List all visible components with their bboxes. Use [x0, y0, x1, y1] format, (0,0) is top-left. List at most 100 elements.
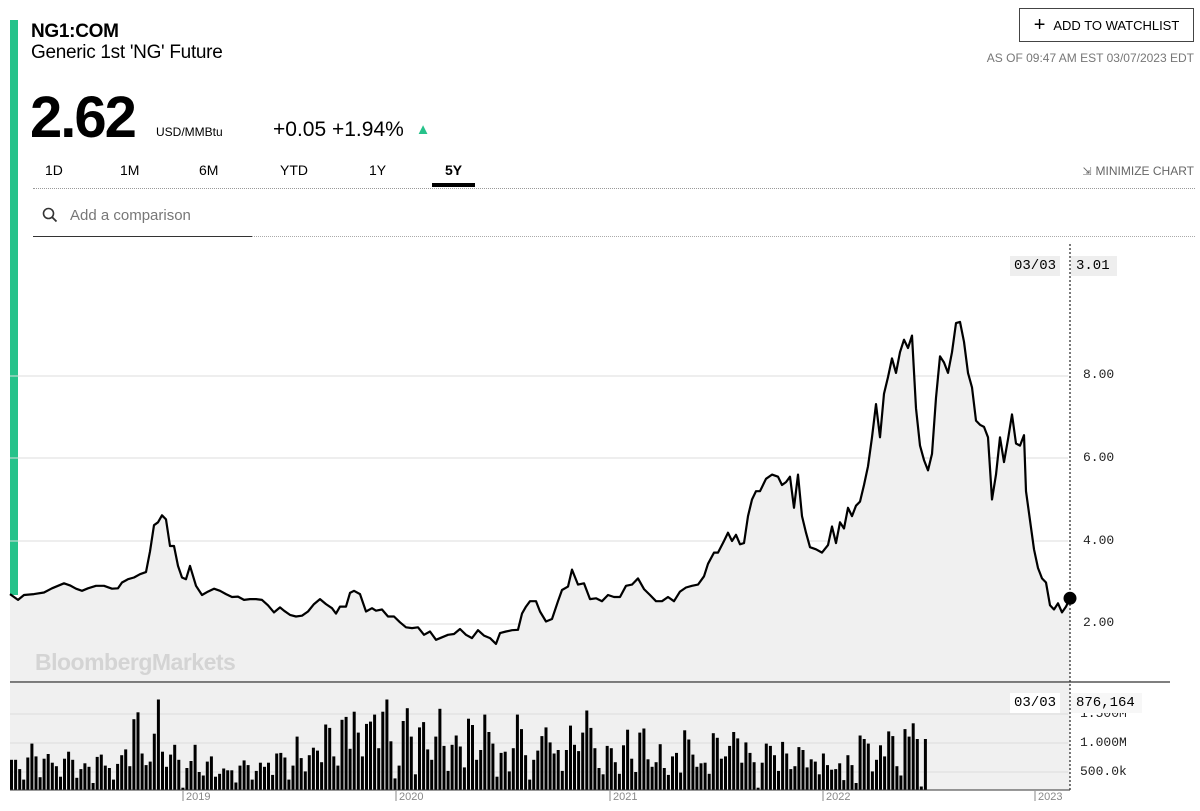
volume-bar — [903, 729, 907, 790]
volume-bar — [258, 762, 262, 790]
minimize-chart-button[interactable]: ⇲ MINIMIZE CHART — [1082, 164, 1194, 178]
volume-bar — [687, 739, 691, 790]
volume-bar — [515, 714, 519, 790]
volume-bar — [324, 724, 328, 790]
volume-bar — [834, 769, 838, 790]
volume-bar — [479, 750, 483, 790]
volume-bar — [209, 756, 213, 790]
volume-bar — [165, 766, 168, 790]
volume-bar — [556, 750, 560, 790]
plus-icon: + — [1033, 14, 1046, 36]
y-tick-8: 8.00 — [1083, 367, 1115, 382]
volume-bar — [360, 756, 364, 790]
volume-bar — [283, 757, 287, 790]
tab-ytd[interactable]: YTD — [280, 162, 308, 178]
volume-bar — [434, 736, 438, 790]
volume-bar — [785, 753, 789, 790]
volume-bar — [71, 759, 75, 790]
volume-bar — [662, 768, 666, 790]
volume-bar — [923, 739, 927, 790]
volume-bar — [703, 762, 707, 790]
volume-bar — [173, 744, 177, 790]
volume-bar — [658, 744, 662, 790]
crosshair-date-badge: 03/03 — [1010, 256, 1061, 276]
tab-1d[interactable]: 1D — [45, 162, 63, 178]
volume-bar — [507, 771, 511, 790]
volume-bar — [887, 731, 891, 790]
volume-bar — [532, 759, 536, 790]
volume-bar — [736, 738, 740, 790]
volume-bar — [695, 766, 699, 790]
volume-bar — [573, 744, 576, 790]
volume-bar — [316, 750, 319, 790]
volume-bar — [401, 721, 405, 790]
volume-bar — [846, 755, 850, 790]
volume-bar — [242, 760, 246, 790]
volume-bar — [617, 773, 621, 790]
volume-bar — [564, 750, 568, 790]
volume-bar — [838, 763, 842, 790]
volume-bar — [536, 750, 540, 790]
volume-bar — [193, 744, 197, 790]
volume-bar — [275, 753, 279, 790]
x-tick-2021: 2021 — [613, 791, 638, 803]
volume-bar — [177, 759, 181, 790]
add-to-watchlist-button[interactable]: + ADD TO WATCHLIST — [1019, 8, 1194, 42]
volume-bar — [205, 761, 209, 790]
crosshair-volume-badge: 876,164 — [1071, 693, 1142, 713]
volume-bar — [91, 783, 95, 790]
crosshair-volume-date-badge: 03/03 — [1010, 693, 1061, 713]
volume-bar — [817, 774, 821, 790]
volume-bar — [34, 756, 38, 790]
volume-bar — [426, 749, 430, 790]
volume-bar — [418, 727, 421, 790]
x-tick-marks — [182, 791, 1036, 801]
volume-bar — [14, 759, 18, 790]
crosshair-point — [1063, 591, 1077, 605]
volume-bar — [238, 765, 242, 790]
comparison-input[interactable] — [70, 206, 240, 224]
accent-bar — [10, 20, 18, 595]
tab-5y[interactable]: 5Y — [445, 162, 463, 178]
volume-bar — [483, 714, 487, 790]
x-tick-2022: 2022 — [826, 791, 851, 803]
volume-bar — [679, 772, 683, 790]
volume-bar — [344, 716, 348, 790]
volume-bar — [438, 708, 442, 790]
volume-bar — [642, 728, 646, 790]
volume-bar — [875, 759, 878, 790]
volume-bar — [234, 782, 238, 790]
volume-bar — [609, 748, 613, 790]
volume-bar — [471, 725, 474, 790]
price-unit: USD/MMBtu — [156, 125, 223, 139]
x-tick-2023: 2023 — [1038, 791, 1063, 803]
volume-bar — [528, 779, 532, 790]
search-icon — [42, 207, 58, 223]
tab-6m[interactable]: 6M — [199, 162, 219, 178]
volume-bar — [140, 753, 144, 790]
volume-bar — [79, 769, 83, 790]
volume-bar — [675, 752, 678, 790]
minimize-chart-label: MINIMIZE CHART — [1095, 164, 1194, 178]
volume-bar — [711, 733, 715, 790]
volume-bar — [891, 736, 895, 790]
volume-bar — [328, 727, 332, 790]
volume-bar — [813, 761, 817, 790]
vol-tick-500k: 500.0k — [1080, 764, 1127, 779]
as-of-timestamp: AS OF 09:47 AM EST 03/07/2023 EDT — [986, 51, 1194, 65]
volume-bar — [801, 750, 805, 790]
volume-bar — [760, 762, 764, 790]
volume-bar — [267, 762, 270, 790]
tab-1y[interactable]: 1Y — [369, 162, 387, 178]
volume-bar — [850, 765, 854, 790]
volume-bar — [95, 756, 99, 790]
volume-bar — [303, 771, 307, 790]
volume-bar — [136, 712, 140, 790]
tab-1m[interactable]: 1M — [120, 162, 140, 178]
volume-bar — [548, 742, 552, 790]
volume-bar — [99, 754, 103, 790]
volume-bar — [764, 743, 768, 790]
volume-bar — [83, 763, 87, 790]
volume-bar — [169, 754, 173, 790]
